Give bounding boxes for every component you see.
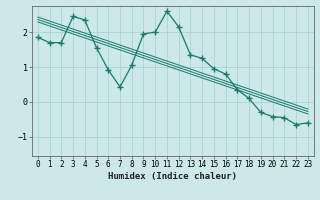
- X-axis label: Humidex (Indice chaleur): Humidex (Indice chaleur): [108, 172, 237, 181]
